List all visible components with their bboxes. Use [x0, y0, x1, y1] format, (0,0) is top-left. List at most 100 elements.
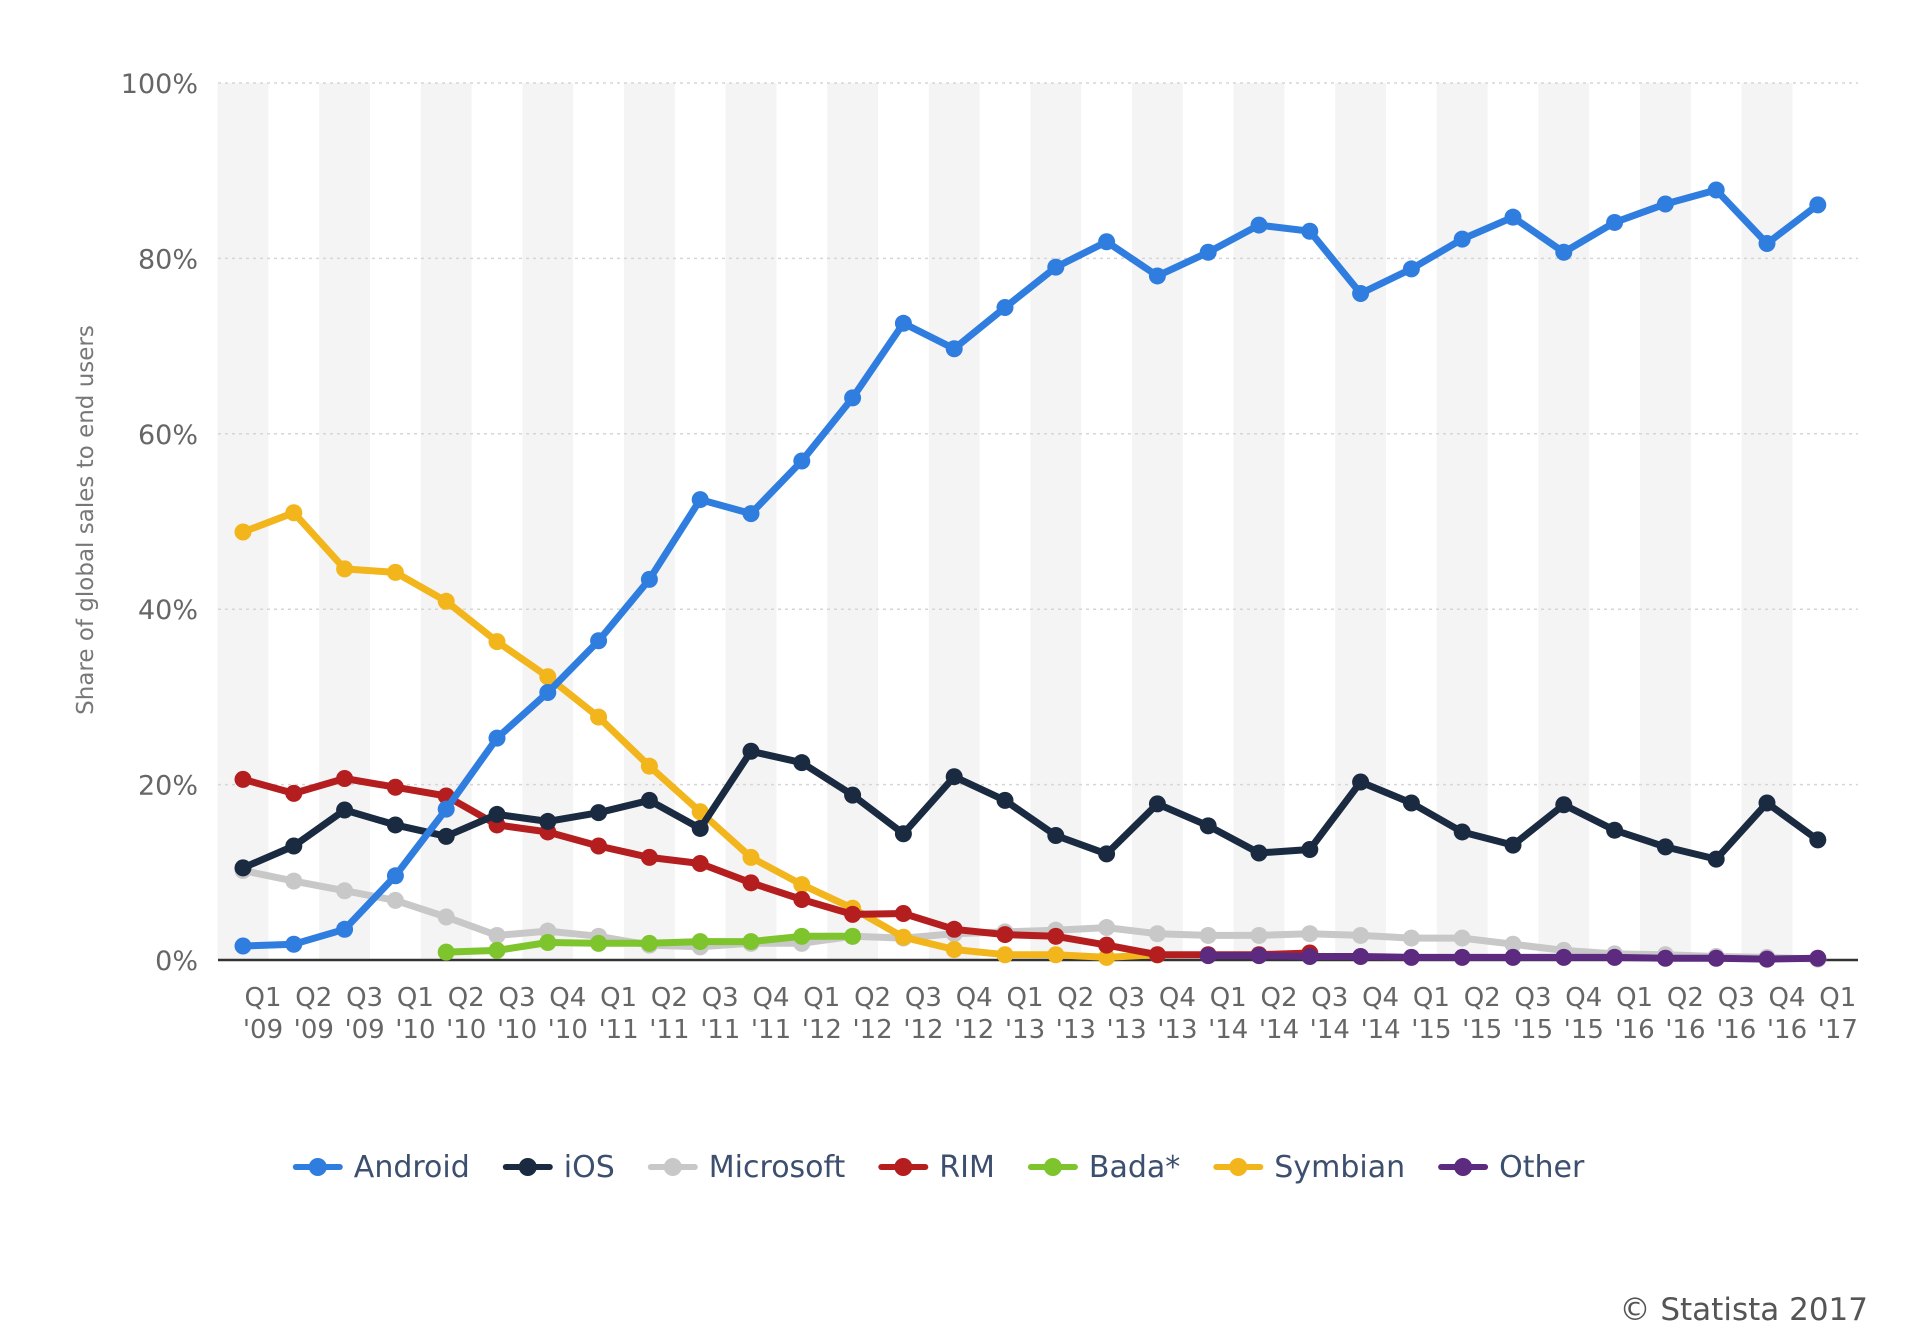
data-point[interactable]	[488, 926, 506, 944]
data-point[interactable]	[1250, 926, 1268, 944]
data-point[interactable]	[590, 632, 608, 650]
data-point[interactable]	[1656, 195, 1674, 213]
data-point[interactable]	[640, 791, 658, 809]
data-point[interactable]	[1250, 844, 1268, 862]
data-point[interactable]	[844, 927, 862, 945]
data-point[interactable]	[742, 874, 760, 892]
data-point[interactable]	[386, 563, 404, 581]
data-point[interactable]	[1098, 948, 1116, 966]
data-point[interactable]	[1504, 836, 1522, 854]
data-point[interactable]	[1707, 181, 1725, 199]
data-point[interactable]	[1555, 948, 1573, 966]
data-point[interactable]	[285, 837, 303, 855]
data-point[interactable]	[1352, 947, 1370, 965]
data-point[interactable]	[437, 943, 455, 961]
data-point[interactable]	[488, 729, 506, 747]
data-point[interactable]	[793, 876, 811, 894]
data-point[interactable]	[386, 867, 404, 885]
data-point[interactable]	[590, 708, 608, 726]
data-point[interactable]	[1199, 926, 1217, 944]
data-point[interactable]	[894, 928, 912, 946]
data-point[interactable]	[1758, 794, 1776, 812]
data-point[interactable]	[996, 791, 1014, 809]
legend-item[interactable]: Android	[292, 1150, 470, 1185]
data-point[interactable]	[1250, 947, 1268, 965]
data-point[interactable]	[234, 523, 252, 541]
legend-item[interactable]: Symbian	[1213, 1150, 1405, 1185]
data-point[interactable]	[640, 570, 658, 588]
data-point[interactable]	[437, 908, 455, 926]
data-point[interactable]	[1301, 947, 1319, 965]
data-point[interactable]	[945, 920, 963, 938]
data-point[interactable]	[285, 504, 303, 522]
data-point[interactable]	[691, 933, 709, 951]
data-point[interactable]	[945, 340, 963, 358]
data-point[interactable]	[285, 872, 303, 890]
data-point[interactable]	[1809, 196, 1827, 214]
data-point[interactable]	[1402, 794, 1420, 812]
data-point[interactable]	[1504, 208, 1522, 226]
data-point[interactable]	[1707, 850, 1725, 868]
data-point[interactable]	[1148, 267, 1166, 285]
data-point[interactable]	[691, 491, 709, 509]
data-point[interactable]	[1809, 831, 1827, 849]
data-point[interactable]	[844, 905, 862, 923]
data-point[interactable]	[234, 859, 252, 877]
data-point[interactable]	[1402, 929, 1420, 947]
data-point[interactable]	[1047, 927, 1065, 945]
data-point[interactable]	[488, 941, 506, 959]
data-point[interactable]	[1301, 840, 1319, 858]
data-point[interactable]	[793, 452, 811, 470]
data-point[interactable]	[1758, 950, 1776, 968]
legend-item[interactable]: RIM	[878, 1150, 995, 1185]
data-point[interactable]	[1606, 821, 1624, 839]
data-point[interactable]	[1352, 284, 1370, 302]
data-point[interactable]	[1098, 936, 1116, 954]
data-point[interactable]	[894, 905, 912, 923]
data-point[interactable]	[437, 800, 455, 818]
data-point[interactable]	[1453, 948, 1471, 966]
legend-item[interactable]: Other	[1438, 1150, 1585, 1185]
data-point[interactable]	[1098, 845, 1116, 863]
data-point[interactable]	[793, 890, 811, 908]
data-point[interactable]	[844, 786, 862, 804]
data-point[interactable]	[1047, 946, 1065, 964]
data-point[interactable]	[844, 389, 862, 407]
data-point[interactable]	[1148, 795, 1166, 813]
data-point[interactable]	[336, 920, 354, 938]
data-point[interactable]	[386, 891, 404, 909]
data-point[interactable]	[539, 812, 557, 830]
data-point[interactable]	[285, 935, 303, 953]
data-point[interactable]	[640, 848, 658, 866]
data-point[interactable]	[336, 769, 354, 787]
data-point[interactable]	[1453, 230, 1471, 248]
data-point[interactable]	[1504, 948, 1522, 966]
data-point[interactable]	[996, 946, 1014, 964]
data-point[interactable]	[1098, 919, 1116, 937]
data-point[interactable]	[590, 804, 608, 822]
data-point[interactable]	[640, 934, 658, 952]
data-point[interactable]	[1402, 948, 1420, 966]
data-point[interactable]	[336, 801, 354, 819]
legend-item[interactable]: Microsoft	[647, 1150, 846, 1185]
data-point[interactable]	[640, 757, 658, 775]
data-point[interactable]	[1301, 925, 1319, 943]
data-point[interactable]	[539, 933, 557, 951]
data-point[interactable]	[945, 768, 963, 786]
data-point[interactable]	[1656, 949, 1674, 967]
data-point[interactable]	[1199, 947, 1217, 965]
data-point[interactable]	[590, 837, 608, 855]
data-point[interactable]	[1047, 826, 1065, 844]
data-point[interactable]	[793, 754, 811, 772]
data-point[interactable]	[437, 592, 455, 610]
data-point[interactable]	[1606, 948, 1624, 966]
data-point[interactable]	[1352, 926, 1370, 944]
data-point[interactable]	[742, 933, 760, 951]
legend-item[interactable]: iOS	[502, 1150, 615, 1185]
data-point[interactable]	[894, 825, 912, 843]
data-point[interactable]	[1402, 260, 1420, 278]
data-point[interactable]	[285, 784, 303, 802]
data-point[interactable]	[437, 827, 455, 845]
data-point[interactable]	[234, 937, 252, 955]
data-point[interactable]	[1707, 949, 1725, 967]
